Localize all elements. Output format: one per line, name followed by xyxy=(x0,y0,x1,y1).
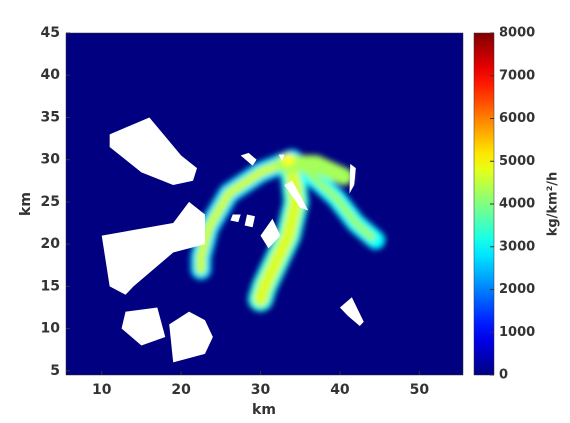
obstacle xyxy=(101,201,205,295)
obstacle xyxy=(230,214,241,223)
colorbar-tick-label: 3000 xyxy=(499,239,535,254)
colorbar-tick-label: 0 xyxy=(499,368,508,383)
obstacle xyxy=(244,214,255,228)
x-tick-label: 30 xyxy=(251,382,271,398)
colorbar-tick-label: 6000 xyxy=(499,111,535,126)
colorbar-tick-label: 2000 xyxy=(499,282,535,297)
obstacle xyxy=(339,297,364,327)
colorbar-tick-label: 4000 xyxy=(499,197,535,212)
colorbar-tick-label: 5000 xyxy=(499,154,535,169)
y-axis-label: km xyxy=(18,192,34,216)
y-tick-label: 45 xyxy=(41,25,60,41)
obstacle xyxy=(240,152,257,166)
obstacle xyxy=(169,311,213,363)
obstacle xyxy=(260,218,281,249)
y-tick-label: 20 xyxy=(41,236,61,252)
plume-stroke xyxy=(196,154,298,275)
x-tick-label: 50 xyxy=(410,382,430,398)
plot-frame xyxy=(65,32,464,376)
x-tick-label: 10 xyxy=(92,382,112,398)
obstacle xyxy=(121,307,166,346)
x-axis-label: km xyxy=(252,402,276,418)
plume-blob xyxy=(281,153,295,167)
y-tick-label: 30 xyxy=(41,152,61,168)
plume-stroke xyxy=(304,168,376,242)
y-tick-label: 10 xyxy=(41,321,61,337)
y-tick-label: 35 xyxy=(41,109,60,125)
x-tick-label: 20 xyxy=(171,382,191,398)
y-tick-label: 5 xyxy=(50,363,60,379)
colorbar-tick-label: 7000 xyxy=(499,68,535,83)
y-tick-label: 15 xyxy=(41,278,60,294)
y-tick-label: 25 xyxy=(41,194,60,210)
obstacle xyxy=(349,163,356,194)
colorbar-tick-label: 8000 xyxy=(499,26,535,41)
colorbar-tick-label: 1000 xyxy=(499,325,535,340)
x-tick-label: 40 xyxy=(330,382,350,398)
obstacle xyxy=(109,117,198,185)
plume-stroke xyxy=(275,155,353,186)
obstacle xyxy=(284,180,309,211)
obstacles xyxy=(101,117,364,363)
y-tick-label: 40 xyxy=(41,67,61,83)
obstacle xyxy=(278,154,285,162)
colorbar-label: kg/km²/h xyxy=(546,172,561,237)
